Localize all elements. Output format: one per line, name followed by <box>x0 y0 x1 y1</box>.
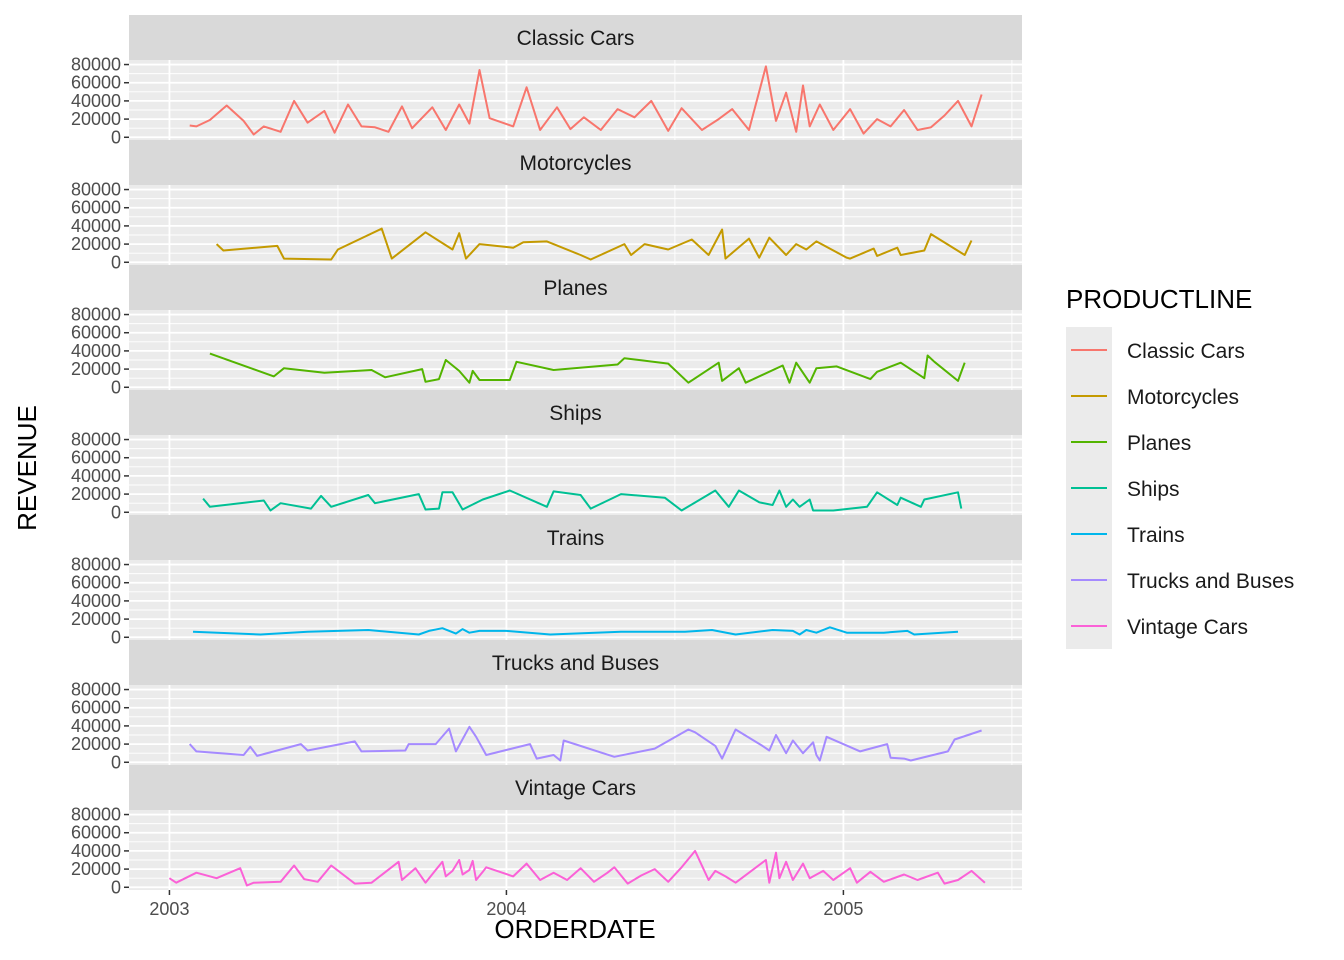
y-tick-label: 0 <box>111 627 121 647</box>
y-tick-label: 20000 <box>71 609 121 629</box>
y-tick-label: 40000 <box>71 341 121 361</box>
legend-label: Trains <box>1127 524 1185 547</box>
facet-strip <box>129 140 1022 185</box>
facet-strip <box>129 265 1022 310</box>
y-tick-label: 40000 <box>71 91 121 111</box>
legend-label: Vintage Cars <box>1127 616 1248 639</box>
facet-strip-label: Vintage Cars <box>515 777 636 800</box>
legend-label: Ships <box>1127 478 1180 501</box>
legend-label: Classic Cars <box>1127 340 1245 363</box>
y-tick-label: 0 <box>111 127 121 147</box>
y-tick-label: 20000 <box>71 484 121 504</box>
y-tick-label: 20000 <box>71 234 121 254</box>
y-tick-label: 60000 <box>71 448 121 468</box>
y-tick-label: 0 <box>111 252 121 272</box>
y-tick-label: 40000 <box>71 841 121 861</box>
y-tick-label: 40000 <box>71 591 121 611</box>
facet-strip <box>129 390 1022 435</box>
series-line <box>192 626 959 636</box>
y-tick-label: 80000 <box>71 180 121 200</box>
y-tick-label: 80000 <box>71 680 121 700</box>
y-tick-label: 60000 <box>71 73 121 93</box>
y-tick-label: 60000 <box>71 323 121 343</box>
facet-strip <box>129 15 1022 60</box>
x-tick-label: 2005 <box>823 899 863 919</box>
y-tick-label: 60000 <box>71 698 121 718</box>
y-tick-label: 40000 <box>71 716 121 736</box>
legend: PRODUCTLINE Classic Cars Motorcycles Plane… <box>1066 284 1294 649</box>
y-tick-label: 60000 <box>71 198 121 218</box>
y-tick-label: 40000 <box>71 216 121 236</box>
facet-strip-label: Classic Cars <box>517 27 635 50</box>
x-axis-title: ORDERDATE <box>494 914 655 944</box>
facet-strip-label: Planes <box>543 277 607 300</box>
facet-strip <box>129 765 1022 810</box>
y-tick-label: 80000 <box>71 55 121 75</box>
series-line <box>215 227 973 261</box>
y-tick-label: 40000 <box>71 466 121 486</box>
facet-strip <box>129 640 1022 685</box>
legend-title: PRODUCTLINE <box>1066 284 1252 314</box>
facet-strip-label: Trucks and Buses <box>492 652 659 675</box>
y-tick-label: 0 <box>111 752 121 772</box>
y-tick-label: 20000 <box>71 859 121 879</box>
series-line <box>188 725 982 762</box>
series-line <box>189 65 983 136</box>
facet-strip <box>129 515 1022 560</box>
legend-label: Motorcycles <box>1127 386 1239 409</box>
series-line <box>168 849 986 887</box>
facet-strip-label: Motorcycles <box>519 152 631 175</box>
y-tick-label: 80000 <box>71 555 121 575</box>
series-line <box>202 489 963 512</box>
y-tick-label: 80000 <box>71 805 121 825</box>
facet-panels: Classic Cars020000400006000080000Motorcy… <box>71 15 1022 897</box>
y-tick-label: 20000 <box>71 734 121 754</box>
x-axis: 2003 2004 2005 <box>149 890 863 919</box>
y-tick-label: 60000 <box>71 573 121 593</box>
legend-label: Planes <box>1127 432 1191 455</box>
y-tick-label: 0 <box>111 502 121 522</box>
series-line <box>209 352 966 384</box>
legend-label: Trucks and Buses <box>1127 570 1294 593</box>
facet-strip-label: Trains <box>547 527 605 550</box>
y-tick-label: 20000 <box>71 359 121 379</box>
y-tick-label: 60000 <box>71 823 121 843</box>
x-tick-label: 2004 <box>486 899 526 919</box>
legend-items: Classic Cars Motorcycles Planes Ships Trains… <box>1071 340 1294 639</box>
y-tick-label: 80000 <box>71 305 121 325</box>
y-tick-label: 80000 <box>71 430 121 450</box>
y-tick-label: 0 <box>111 377 121 397</box>
x-tick-label: 2003 <box>149 899 189 919</box>
y-tick-label: 20000 <box>71 109 121 129</box>
facet-strip-label: Ships <box>549 402 602 425</box>
y-tick-label: 0 <box>111 877 121 897</box>
y-axis-title: REVENUE <box>12 405 42 531</box>
